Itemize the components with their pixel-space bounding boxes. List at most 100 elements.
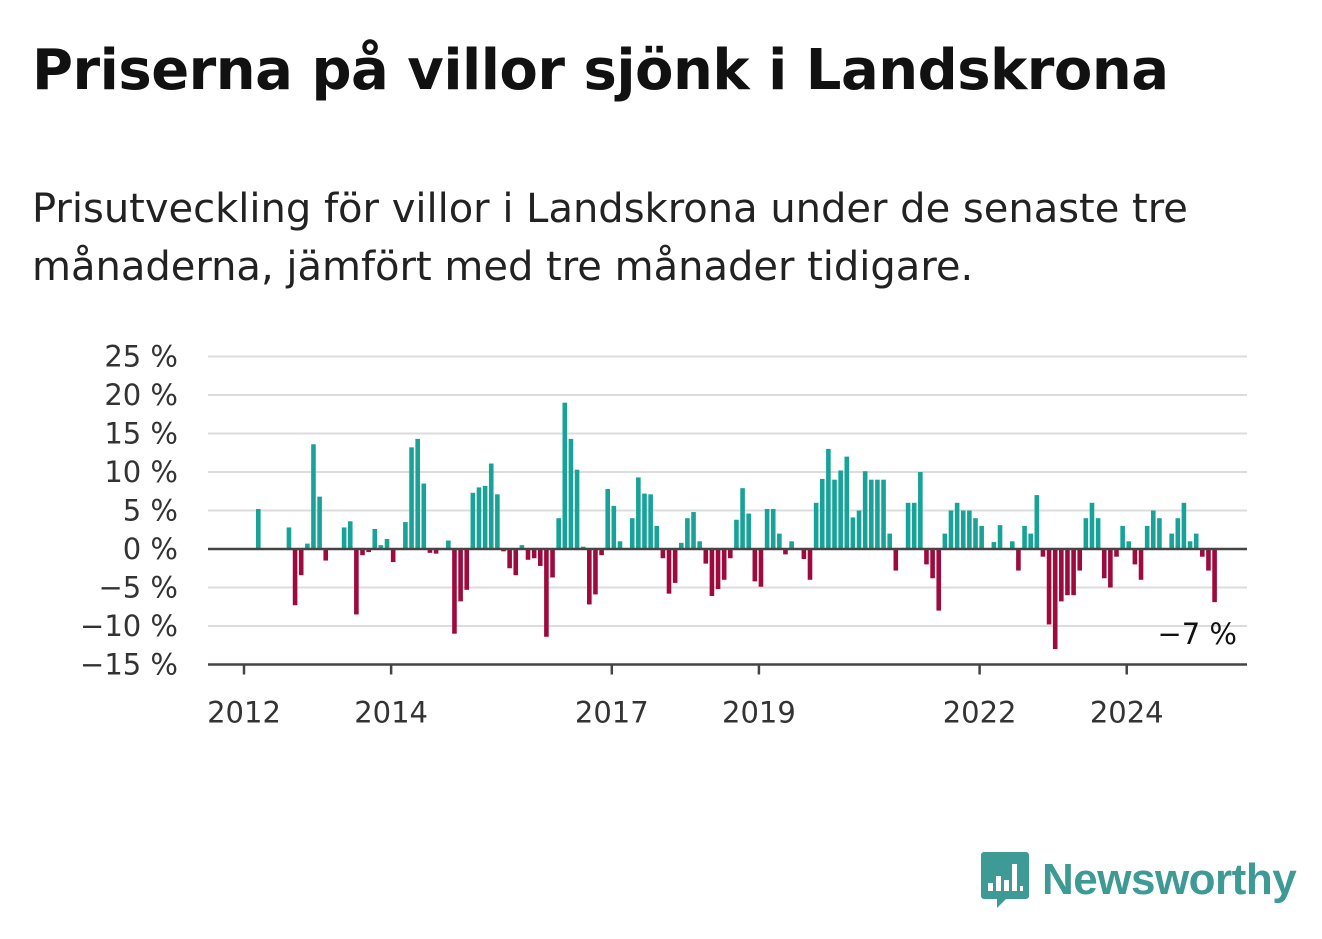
bar xyxy=(390,549,396,563)
bar xyxy=(954,502,960,549)
gridlines xyxy=(208,355,1247,627)
bar xyxy=(531,549,537,559)
bar xyxy=(777,533,782,549)
bar xyxy=(292,549,298,606)
bar xyxy=(1150,510,1156,549)
bar xyxy=(942,533,948,549)
bar xyxy=(709,549,715,596)
bar xyxy=(960,510,966,549)
bar xyxy=(427,549,433,553)
bar xyxy=(366,549,371,553)
bar xyxy=(354,549,359,615)
bar xyxy=(409,447,414,549)
bar xyxy=(1101,549,1107,579)
bar xyxy=(807,549,813,580)
bar xyxy=(801,549,807,560)
bar xyxy=(1009,541,1015,549)
bar xyxy=(1200,549,1205,557)
bar xyxy=(611,505,617,549)
bar xyxy=(918,472,923,549)
bar xyxy=(305,543,310,549)
chart-subtitle: Prisutveckling för villor i Landskrona u… xyxy=(32,186,1188,290)
bar xyxy=(360,549,365,556)
x-tick-label: 2012 xyxy=(207,696,281,730)
bar xyxy=(556,518,561,549)
bar xyxy=(758,549,764,587)
bar xyxy=(568,438,574,549)
bar xyxy=(685,518,690,549)
bar xyxy=(378,545,384,549)
bar xyxy=(599,549,604,556)
bar xyxy=(948,510,954,549)
bar xyxy=(819,478,825,549)
bar xyxy=(740,488,745,549)
bar xyxy=(317,496,322,549)
bar xyxy=(513,549,519,576)
bar xyxy=(973,518,978,549)
y-tick-label: 10 % xyxy=(104,455,178,489)
bar xyxy=(979,525,984,549)
bar xyxy=(1212,549,1217,603)
bar xyxy=(1034,495,1040,549)
bar xyxy=(323,549,329,561)
bar xyxy=(991,542,997,549)
x-axis-ticks: 2012 2014 2017 2019 2022 2024 xyxy=(207,664,1164,730)
bar xyxy=(905,502,911,549)
bar xyxy=(838,470,843,549)
bar xyxy=(286,527,292,549)
bar xyxy=(967,510,972,549)
bar xyxy=(672,549,678,583)
bar xyxy=(728,549,733,559)
y-tick-label: 5 % xyxy=(123,494,178,528)
bar xyxy=(433,549,439,554)
bar xyxy=(347,521,353,549)
bar-chart-speech-bubble-icon xyxy=(981,852,1029,908)
bar xyxy=(648,494,653,549)
bar xyxy=(470,492,476,549)
bar xyxy=(770,508,776,549)
bar xyxy=(1040,549,1046,557)
bar xyxy=(495,494,500,549)
bar xyxy=(519,545,525,549)
bar xyxy=(1095,518,1101,549)
y-tick-label: 15 % xyxy=(104,417,178,451)
bar xyxy=(832,479,837,549)
bar xyxy=(881,479,886,549)
bar xyxy=(1157,518,1162,549)
y-tick-label: −15 % xyxy=(80,648,178,682)
bar xyxy=(298,549,304,576)
bar xyxy=(691,512,696,549)
x-tick-label: 2019 xyxy=(722,696,796,730)
bar xyxy=(703,549,709,564)
bar xyxy=(887,533,892,549)
bar xyxy=(476,487,482,549)
bar xyxy=(1071,549,1076,596)
bar xyxy=(893,549,899,571)
y-tick-label: 0 % xyxy=(123,532,178,566)
bar xyxy=(1144,525,1150,549)
bar xyxy=(446,540,451,549)
bar xyxy=(1181,502,1187,549)
bar xyxy=(1083,518,1089,549)
bar xyxy=(482,485,488,549)
y-tick-label: 20 % xyxy=(104,378,178,412)
bar xyxy=(544,549,549,637)
bar xyxy=(1108,549,1113,588)
bar xyxy=(617,541,623,549)
bar xyxy=(562,402,568,549)
bar xyxy=(1028,533,1033,549)
y-tick-label: 25 % xyxy=(104,340,178,374)
bar xyxy=(660,549,666,559)
bar xyxy=(574,469,580,549)
bar xyxy=(1059,549,1064,602)
bar xyxy=(844,456,850,549)
bar xyxy=(678,542,684,549)
bar xyxy=(488,463,494,549)
bar xyxy=(936,549,942,611)
bar xyxy=(875,479,880,549)
bars xyxy=(256,402,1217,650)
bar xyxy=(1187,541,1193,549)
y-tick-label: −10 % xyxy=(80,609,178,643)
bar xyxy=(1065,549,1070,596)
bar xyxy=(856,510,862,549)
